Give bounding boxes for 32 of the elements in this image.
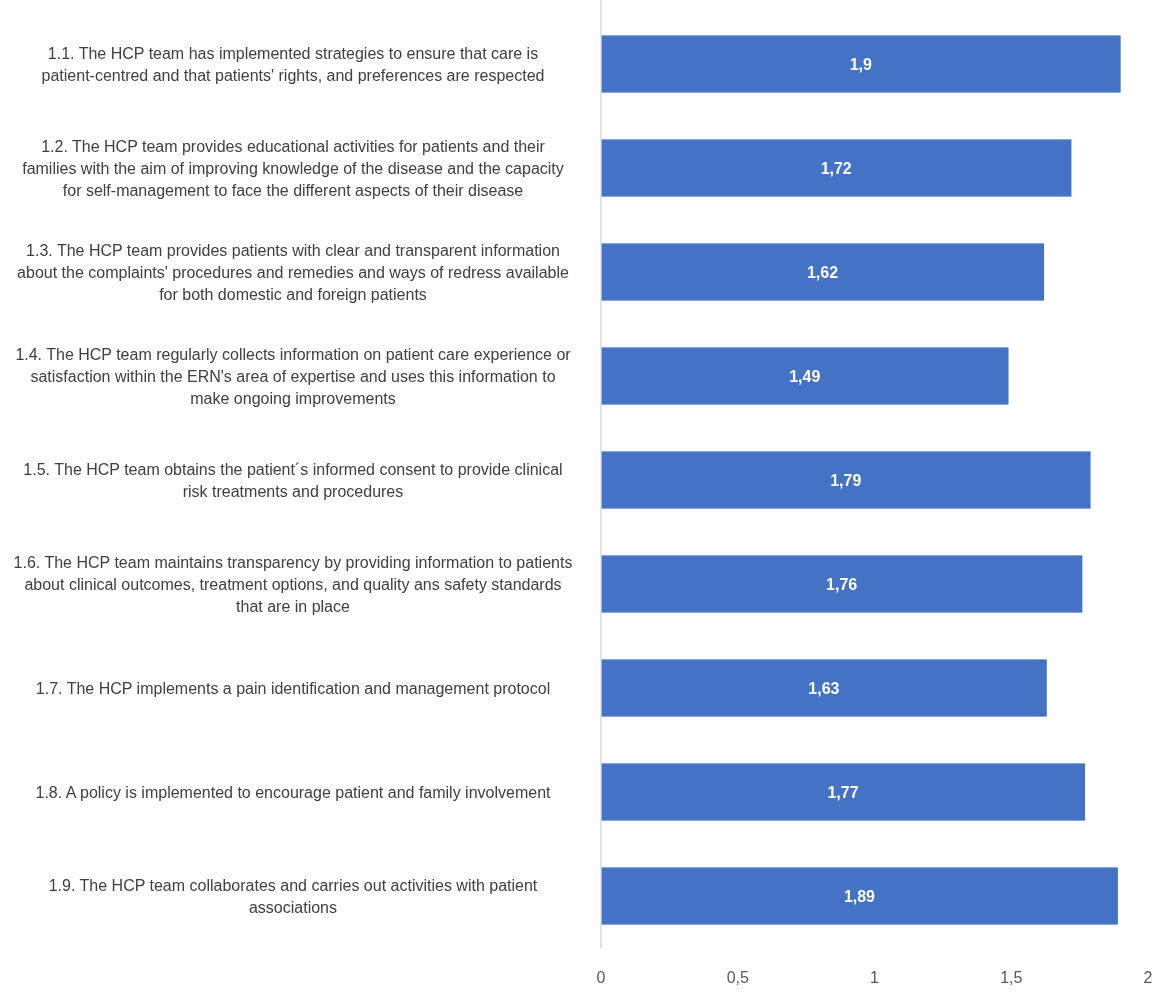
y-tick-label: 1.1. The HCP team has implemented strategies to ensure that care is patient-centred and that patients' rights, and preferences are respected (41, 44, 545, 84)
y-tick-label: 1.3. The HCP team provides patients with clear and transparent information about the complaints' procedures and remedies and ways of redress available for both domestic and foreign patients (17, 241, 570, 303)
bar (601, 139, 1072, 197)
x-tick-label: 1 (870, 969, 880, 986)
x-tick-label: 2 (1143, 969, 1153, 986)
data-label: 1,72 (820, 159, 852, 177)
y-tick-label: 1.8. A policy is implemented to encourage patient and family involvement (35, 783, 552, 801)
bar (601, 555, 1083, 613)
bar (601, 347, 1009, 405)
data-label: 1,76 (826, 575, 858, 593)
x-tick-label: 0 (596, 969, 606, 986)
data-label: 1,79 (830, 471, 862, 489)
data-label: 1,89 (843, 887, 876, 905)
y-tick-label: 1.2. The HCP team provides educational activities for patients and their families with the aim of improving knowledge of the disease and the capacity for self-management to face the different aspects of their disease (22, 137, 564, 199)
y-tick-label: 1.7. The HCP implements a pain identification and management protocol (35, 679, 551, 697)
y-tick-label: 1.5. The HCP team obtains the patient´s informed consent to provide clinical risk treatments and procedures (23, 460, 563, 500)
data-label: 1,77 (827, 783, 859, 801)
data-label: 1,63 (808, 679, 840, 697)
data-label: 1,9 (849, 55, 873, 73)
bar (601, 659, 1047, 717)
data-label: 1,62 (806, 263, 839, 281)
bar (601, 243, 1045, 301)
bar (601, 451, 1091, 509)
y-tick-label: 1.9. The HCP team collaborates and carries out activities with patient associations (48, 876, 538, 916)
data-label: 1,49 (789, 367, 821, 385)
bar (601, 35, 1121, 93)
y-tick-label: 1.6. The HCP team maintains transparency by providing information to patients about clinical outcomes, treatment options, and quality ans safety standards that are in place (13, 553, 573, 615)
bar (601, 763, 1086, 821)
y-tick-label: 1.4. The HCP team regularly collects information on patient care experience or satisfaction within the ERN's area of expertise and uses this information to make ongoing improvements (15, 345, 572, 407)
x-tick-label: 1,5 (1000, 969, 1023, 986)
x-tick-label: 0,5 (726, 969, 749, 986)
bar (601, 867, 1118, 925)
